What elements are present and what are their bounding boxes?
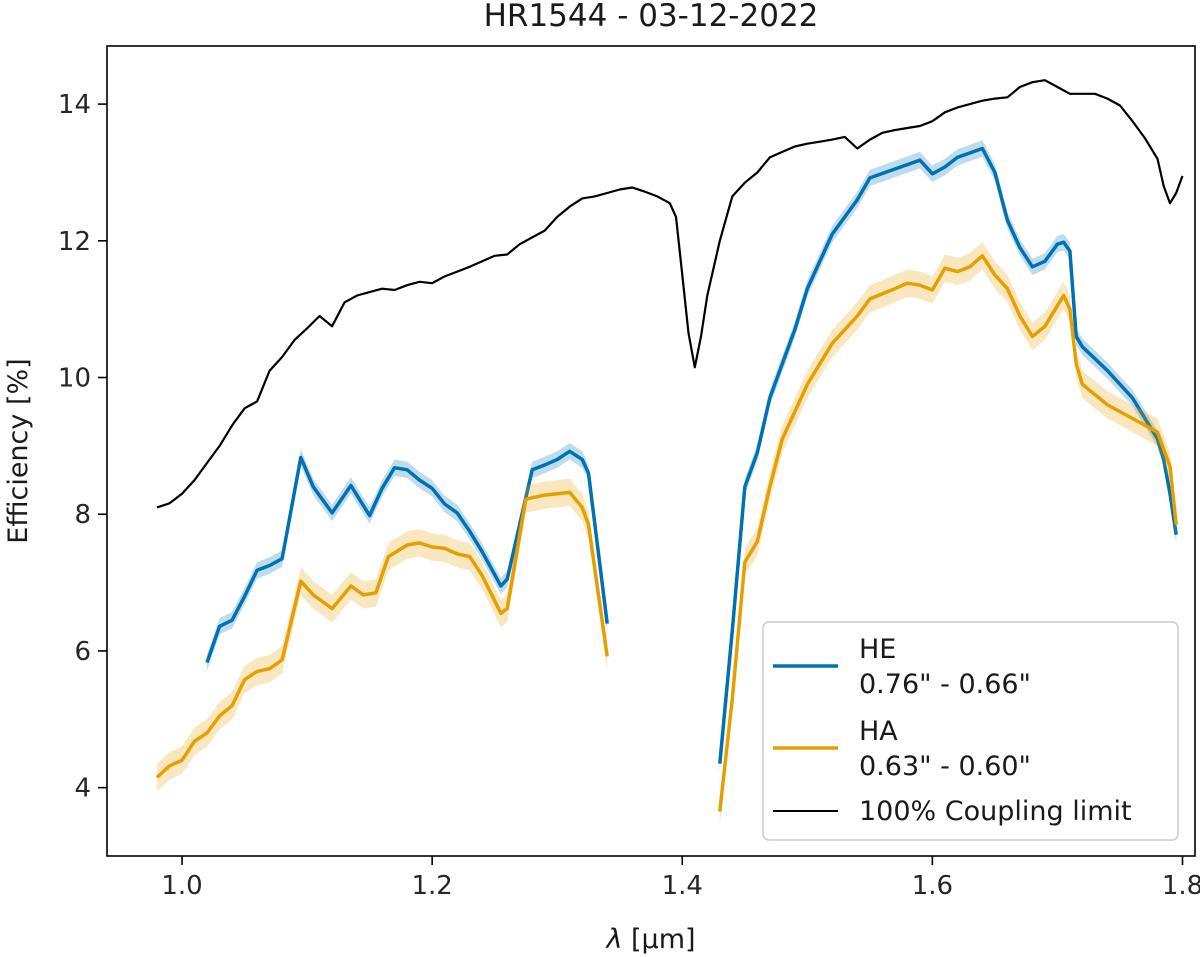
- x-tick-label: 1.2: [411, 871, 452, 901]
- y-axis-label: Efficiency [%]: [3, 358, 34, 543]
- series-layer: [155, 79, 1184, 826]
- y-tick-label: 4: [74, 774, 91, 804]
- series-line-ha-0: [155, 490, 609, 779]
- legend-label-coupling-limit: 100% Coupling limit: [859, 796, 1132, 827]
- x-axis-label-unit: [μm]: [622, 924, 695, 955]
- x-tick-label: 1.6: [912, 871, 953, 901]
- y-tick-label: 14: [58, 90, 91, 120]
- x-axis: 1.0 1.2 1.4 1.6 1.8: [161, 856, 1200, 901]
- x-axis-label: λ [μm]: [604, 924, 695, 955]
- x-tick-label: 1.4: [662, 871, 703, 901]
- legend-label-ha: HA: [859, 716, 898, 747]
- x-tick-label: 1.8: [1162, 871, 1200, 901]
- x-tick-label: 1.0: [161, 871, 202, 901]
- series-line-he-0: [205, 449, 609, 664]
- legend: HE 0.76" - 0.66" HA 0.63" - 0.60" 100% C…: [762, 621, 1179, 841]
- x-axis-label-symbol: λ: [604, 924, 622, 955]
- series-line-100-coupling-limit-0: [156, 79, 1184, 509]
- legend-sublabel-ha: 0.63" - 0.60": [859, 751, 1031, 782]
- series-line-he-1: [718, 146, 1178, 764]
- y-tick-label: 6: [74, 637, 91, 667]
- series-line-ha-1: [718, 254, 1178, 812]
- legend-box: [762, 621, 1179, 841]
- legend-sublabel-he: 0.76" - 0.66": [859, 669, 1031, 700]
- y-axis: 4 6 8 10 12 14: [58, 90, 107, 804]
- y-tick-label: 10: [58, 364, 91, 394]
- y-tick-label: 8: [74, 500, 91, 530]
- series-band-ha-0: [157, 478, 608, 792]
- legend-label-he: HE: [859, 634, 896, 665]
- y-tick-label: 12: [58, 227, 91, 257]
- plot-frame: [106, 45, 1196, 857]
- chart-title: HR1544 - 03-12-2022: [484, 0, 819, 34]
